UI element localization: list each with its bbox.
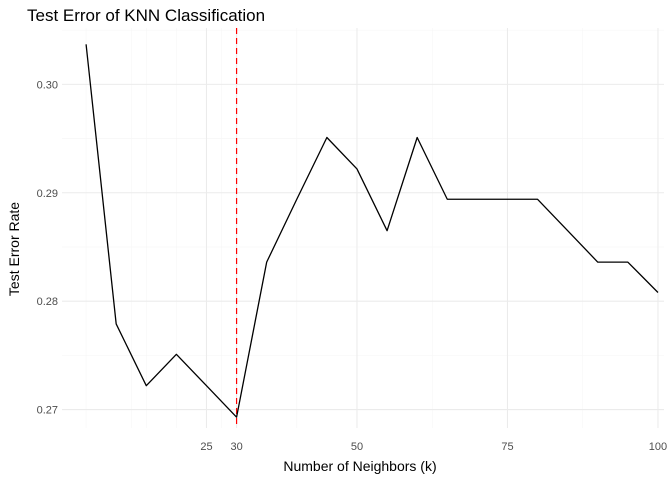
x-tick-label: 75 xyxy=(501,441,513,453)
y-tick-label: 0.28 xyxy=(37,296,58,308)
y-tick-label: 0.29 xyxy=(37,188,58,200)
x-axis-tick-labels: 25 30 50 75 100 xyxy=(200,441,667,453)
x-tick-label: 30 xyxy=(230,441,242,453)
y-axis-tick-labels: 0.27 0.28 0.29 0.30 xyxy=(37,79,58,416)
chart-title: Test Error of KNN Classification xyxy=(27,6,265,25)
series-lines xyxy=(85,44,659,418)
y-tick-label: 0.27 xyxy=(37,405,58,417)
x-tick-label: 100 xyxy=(649,441,667,453)
minor-gridlines xyxy=(62,28,664,428)
x-tick-label: 25 xyxy=(200,441,212,453)
y-tick-label: 0.30 xyxy=(37,79,58,91)
test-error-series-line xyxy=(85,44,659,418)
x-axis-title: Number of Neighbors (k) xyxy=(283,458,436,474)
major-gridlines xyxy=(62,28,664,428)
x-tick-label: 50 xyxy=(351,441,363,453)
y-axis-title: Test Error Rate xyxy=(6,202,22,296)
